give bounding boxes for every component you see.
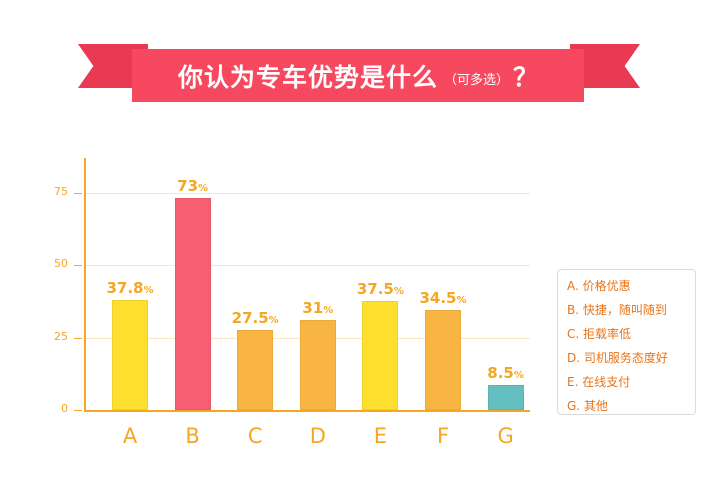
y-tick-label: 0 [61, 402, 68, 415]
x-category-label: G [497, 424, 514, 448]
bar-f [425, 309, 461, 410]
bar-e [362, 301, 399, 410]
y-tick [74, 192, 82, 194]
gridline [86, 265, 530, 266]
x-category-label: F [436, 424, 450, 448]
y-tick [74, 265, 82, 266]
y-tick [74, 337, 82, 339]
legend: A. 价格优惠 B. 快捷，随叫随到 C. 拒载率低 D. 司机服务态度好 E.… [557, 269, 696, 415]
x-category-label: B [185, 424, 200, 448]
bar-value-label: 31% [302, 299, 334, 318]
bar-value-label: 27.5% [231, 309, 279, 328]
legend-item-g: G. 其他 [567, 399, 608, 413]
chart-title: 你认为专车优势是什么 [177, 62, 438, 92]
bar-value-label: 73% [177, 177, 209, 196]
y-tick [74, 410, 82, 411]
title-question-mark: ？ [513, 62, 539, 92]
ribbon-banner: 你认为专车优势是什么 （可多选） ？ [132, 49, 584, 102]
gridline [86, 192, 530, 194]
x-category-label: A [122, 424, 138, 448]
x-axis [84, 410, 530, 412]
bar-value-label: 8.5% [487, 364, 524, 383]
y-axis [84, 158, 86, 412]
legend-item-e: E. 在线支付 [567, 375, 631, 389]
bar-g [487, 385, 524, 410]
x-category-label: E [373, 424, 388, 448]
legend-item-c: C. 拒载率低 [567, 327, 632, 341]
bar-b [174, 198, 211, 410]
bar-value-label: 37.5% [356, 280, 404, 299]
y-tick-label: 25 [54, 329, 68, 343]
bar-a [112, 300, 148, 410]
x-category-label: C [247, 424, 263, 448]
legend-item-a: A. 价格优惠 [567, 279, 631, 293]
x-category-label: D [309, 424, 326, 448]
legend-item-d: D. 司机服务态度好 [567, 351, 668, 365]
y-tick-label: 75 [54, 184, 68, 198]
bar-value-label: 37.8% [106, 279, 154, 298]
bar-d [299, 320, 336, 410]
chart-subtitle: （可多选） [443, 73, 509, 88]
bar-value-label: 34.5% [419, 288, 467, 307]
bar-c [237, 330, 274, 410]
legend-item-b: B. 快捷，随叫随到 [567, 303, 667, 317]
y-tick-label: 50 [54, 257, 68, 270]
